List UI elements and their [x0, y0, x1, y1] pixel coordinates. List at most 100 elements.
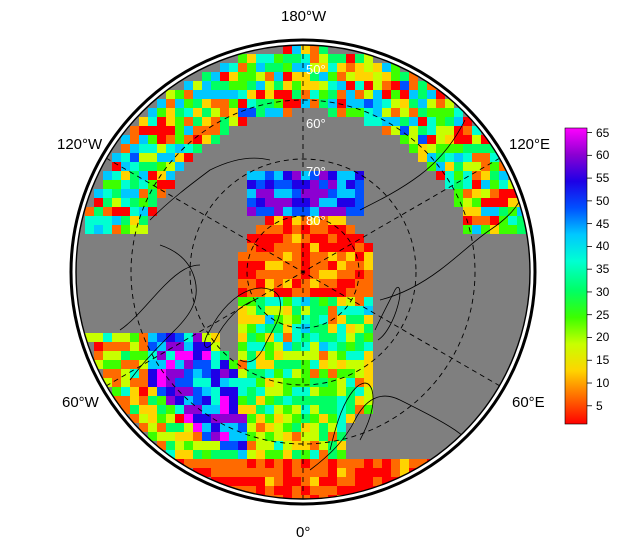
data-cell	[283, 378, 292, 387]
data-cell	[337, 225, 346, 234]
data-cell	[310, 99, 319, 108]
data-cell	[283, 387, 292, 396]
data-cell	[283, 90, 292, 99]
data-cell	[166, 153, 175, 162]
lon-label-60e: 60°E	[512, 394, 545, 411]
data-cell	[346, 54, 355, 63]
data-cell	[265, 423, 274, 432]
data-cell	[265, 369, 274, 378]
data-cell	[346, 225, 355, 234]
data-cell	[292, 54, 301, 63]
data-cell	[139, 396, 148, 405]
data-cell	[112, 342, 121, 351]
lon-label-180w: 180°W	[281, 8, 327, 25]
data-cell	[328, 288, 337, 297]
colorbar-tick-65: 65	[596, 125, 610, 140]
data-cell	[382, 99, 391, 108]
data-cell	[220, 396, 229, 405]
data-cell	[346, 288, 355, 297]
data-cell	[265, 315, 274, 324]
data-cell	[490, 216, 499, 225]
data-cell	[112, 153, 121, 162]
data-cell	[301, 387, 310, 396]
data-cell	[247, 270, 256, 279]
data-cell	[220, 351, 229, 360]
data-cell	[229, 117, 238, 126]
data-cell	[364, 81, 373, 90]
data-cell	[193, 108, 202, 117]
data-cell	[283, 324, 292, 333]
data-cell	[274, 324, 283, 333]
data-cell	[283, 63, 292, 72]
data-cell	[301, 324, 310, 333]
data-cell	[148, 126, 157, 135]
data-cell	[400, 99, 409, 108]
data-cell	[157, 108, 166, 117]
data-cell	[112, 387, 121, 396]
data-cell	[346, 369, 355, 378]
data-cell	[148, 342, 157, 351]
data-cell	[166, 171, 175, 180]
data-cell	[274, 441, 283, 450]
data-cell	[283, 225, 292, 234]
data-cell	[319, 198, 328, 207]
data-cell	[364, 351, 373, 360]
data-cell	[175, 369, 184, 378]
data-cell	[436, 171, 445, 180]
data-cell	[265, 54, 274, 63]
data-cell	[238, 333, 247, 342]
data-cell	[121, 180, 130, 189]
data-cell	[256, 180, 265, 189]
data-cell	[247, 324, 256, 333]
data-cell	[130, 126, 139, 135]
data-cell	[175, 99, 184, 108]
data-cell	[238, 441, 247, 450]
data-cell	[193, 333, 202, 342]
data-cell	[337, 261, 346, 270]
data-cell	[256, 171, 265, 180]
data-cell	[472, 207, 481, 216]
data-cell	[445, 180, 454, 189]
data-cell	[247, 234, 256, 243]
data-cell	[157, 432, 166, 441]
data-cell	[184, 108, 193, 117]
data-cell	[103, 198, 112, 207]
data-cell	[103, 378, 112, 387]
data-cell	[148, 360, 157, 369]
data-cell	[229, 423, 238, 432]
data-cell	[463, 180, 472, 189]
data-cell	[328, 342, 337, 351]
data-cell	[121, 144, 130, 153]
data-cell	[346, 360, 355, 369]
data-cell	[292, 486, 301, 495]
data-cell	[418, 135, 427, 144]
data-cell	[256, 81, 265, 90]
data-cell	[121, 225, 130, 234]
data-cell	[346, 81, 355, 90]
data-cell	[337, 207, 346, 216]
data-cell	[130, 225, 139, 234]
data-cell	[220, 126, 229, 135]
data-cell	[148, 189, 157, 198]
data-cell	[283, 54, 292, 63]
data-cell	[481, 180, 490, 189]
data-cell	[373, 468, 382, 477]
data-cell	[256, 342, 265, 351]
data-cell	[292, 171, 301, 180]
data-cell	[328, 99, 337, 108]
data-cell	[256, 315, 265, 324]
data-cell	[337, 288, 346, 297]
data-cell	[328, 360, 337, 369]
data-cell	[211, 99, 220, 108]
data-cell	[166, 117, 175, 126]
data-cell	[454, 135, 463, 144]
data-cell	[382, 90, 391, 99]
colorbar-tick-55: 55	[596, 171, 610, 186]
data-cell	[301, 225, 310, 234]
data-cell	[247, 414, 256, 423]
data-cell	[103, 207, 112, 216]
data-cell	[238, 414, 247, 423]
data-cell	[346, 486, 355, 495]
data-cell	[193, 360, 202, 369]
data-cell	[274, 54, 283, 63]
